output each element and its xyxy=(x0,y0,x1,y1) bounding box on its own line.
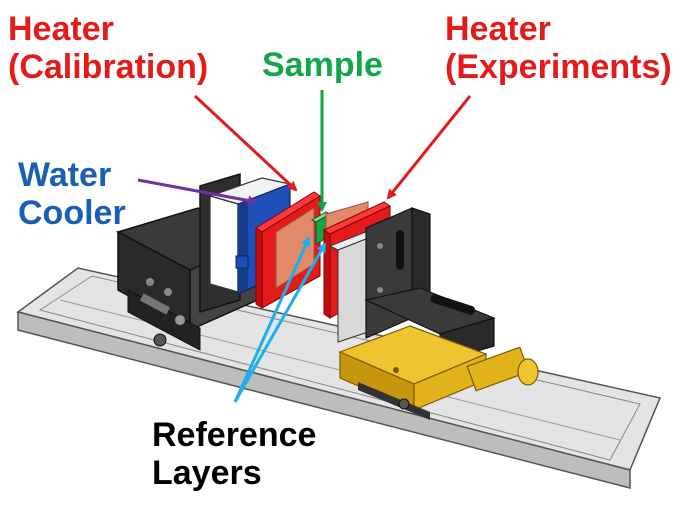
heater-calibration-arrow xyxy=(193,94,298,192)
reference-layers-line1: Reference xyxy=(152,416,317,454)
heater-experiments-label: Heater (Experiments) xyxy=(445,10,672,86)
sample-label: Sample xyxy=(262,46,383,84)
reference-layers-label: Reference Layers xyxy=(152,416,316,492)
heater-calibration-line1: Heater xyxy=(8,10,114,48)
reference-layer-arrow-left xyxy=(233,236,311,403)
right-translation-stage xyxy=(338,325,539,420)
reference-layers-line2: Layers xyxy=(152,454,262,492)
water-cooler-line2: Cooler xyxy=(18,194,126,232)
heater-experiments-arrow xyxy=(386,95,472,200)
heater-experiments-line1: Heater xyxy=(445,10,551,48)
water-cooler-label: Water Cooler xyxy=(18,156,126,232)
heater-experiments-line2: (Experiments) xyxy=(445,48,672,86)
right-bracket xyxy=(328,207,496,363)
heater-calibration-line2: (Calibration) xyxy=(8,48,209,86)
reference-layer-arrow-right xyxy=(233,242,327,403)
water-cooler-line1: Water xyxy=(18,156,112,194)
heater-calibration-label: Heater (Calibration) xyxy=(8,10,208,86)
water-cooler-arrow xyxy=(137,178,258,206)
